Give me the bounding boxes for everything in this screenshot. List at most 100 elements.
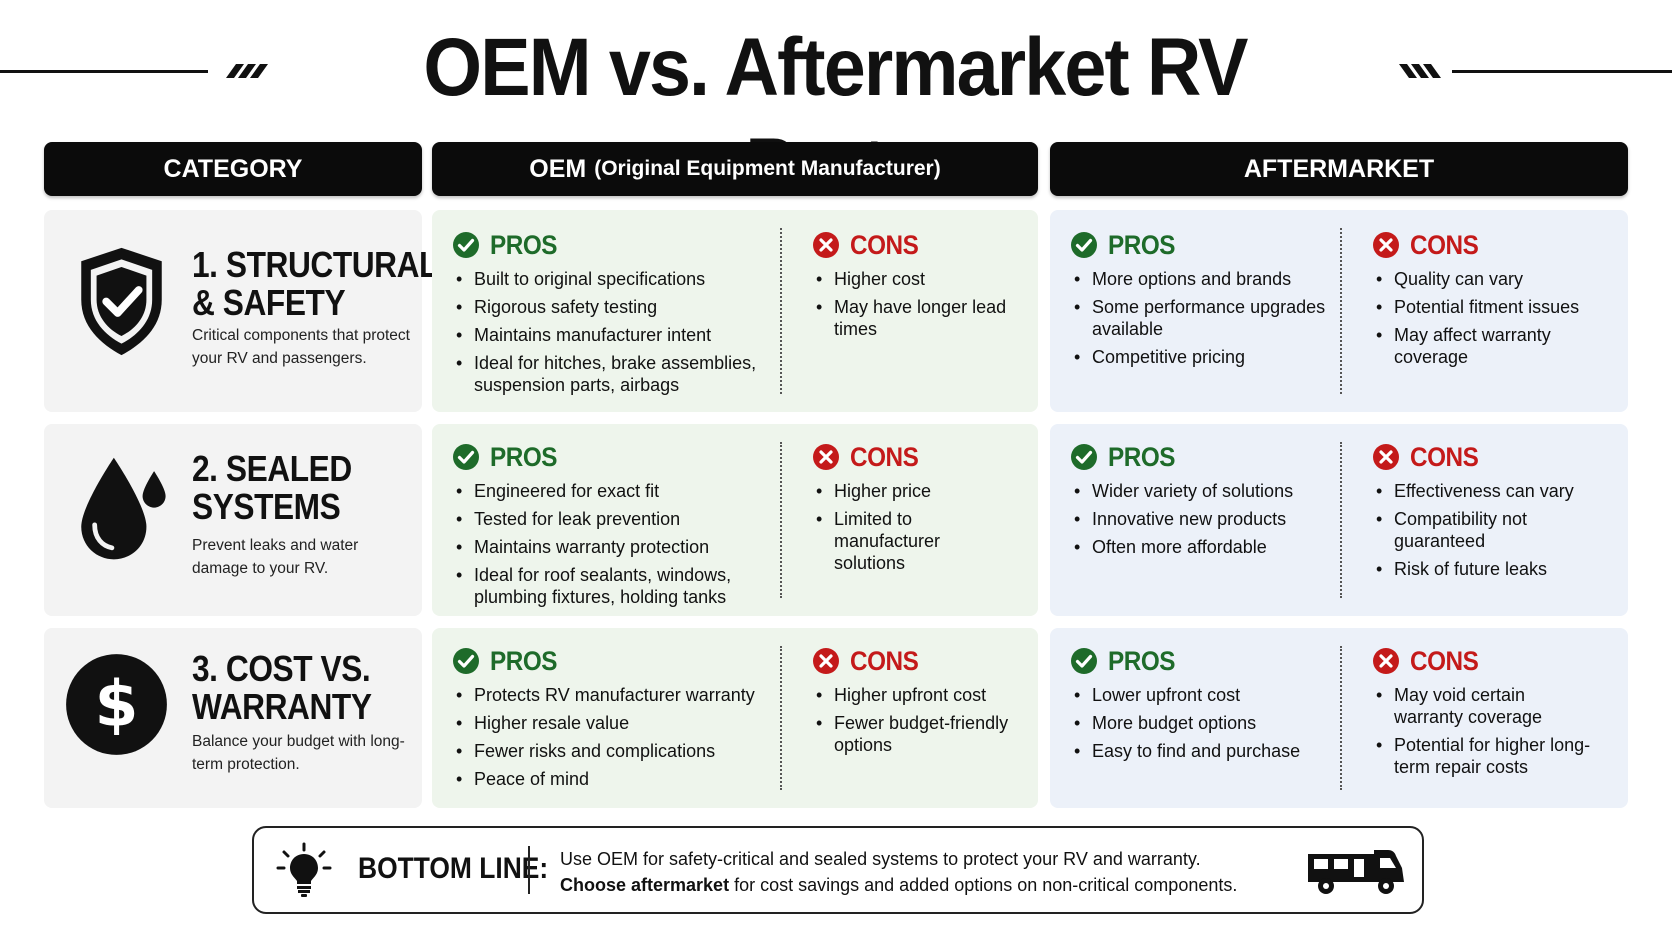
bottom-line-label: BOTTOM LINE: (358, 852, 549, 885)
list-item: Fewer budget-friendly options (816, 712, 1022, 756)
oem-cons-row1: CONS Higher cost May have longer lead ti… (812, 228, 1022, 346)
list-item: Compatibility not guaranteed (1376, 508, 1544, 552)
title-bar: OEM vs. Aftermarket RV Parts (0, 18, 1672, 213)
x-circle-icon (812, 231, 840, 259)
list-item: Engineered for exact fit (456, 480, 772, 502)
list-item: Built to original specifications (456, 268, 772, 290)
category-title: 1. STRUCTURAL & SAFETY (192, 246, 438, 322)
rv-camper-icon (1308, 850, 1404, 894)
list-item: Maintains warranty protection (456, 536, 772, 558)
category-title-line2: SYSTEMS (192, 486, 341, 527)
list-item: Lower upfront cost (1074, 684, 1330, 706)
list-item: Easy to find and purchase (1074, 740, 1330, 762)
list-item: Higher upfront cost (816, 684, 1022, 706)
header-oem-sub: (Original Equipment Manufacturer) (594, 157, 941, 180)
list-item: Potential fitment issues (1376, 296, 1612, 318)
check-circle-icon (1070, 443, 1098, 471)
list-item: Often more affordable (1074, 536, 1330, 558)
oem-pros-row2: PROS Engineered for exact fit Tested for… (452, 440, 772, 614)
list-item: Higher resale value (456, 712, 772, 734)
category-title-line1: 1. STRUCTURAL (192, 244, 438, 285)
check-circle-icon (452, 231, 480, 259)
water-drop-icon (81, 457, 166, 560)
title-rule-left (0, 70, 208, 73)
cons-label: CONS (1410, 441, 1479, 472)
category-title-line2: & SAFETY (192, 282, 346, 323)
category-cost-warranty: $ 3. COST VS. WARRANTY Balance your budg… (44, 628, 422, 808)
aft-cons-row3: CONS May void certain warranty coverage … (1372, 644, 1612, 784)
list-item: Higher price (816, 480, 1022, 502)
bottom-line-line2: Choose aftermarket for cost savings and … (560, 872, 1237, 898)
bottom-line-bold: Choose aftermarket (560, 875, 730, 895)
stripes-right-icon (1399, 64, 1441, 78)
oem-cons-row2: CONS Higher price Limited to manufacture… (812, 440, 1022, 580)
list-item: Effectiveness can vary (1376, 480, 1612, 502)
svg-text:$: $ (95, 668, 139, 741)
bottom-line-separator (528, 846, 530, 894)
dotted-divider (780, 442, 782, 598)
dotted-divider (1340, 228, 1342, 394)
cons-label: CONS (850, 645, 919, 676)
dotted-divider (1340, 442, 1342, 598)
list-item: Tested for leak prevention (456, 508, 772, 530)
list-item: May have longer lead times (816, 296, 1022, 340)
x-circle-icon (1372, 647, 1400, 675)
list-item: Competitive pricing (1074, 346, 1330, 368)
list-item: Rigorous safety testing (456, 296, 772, 318)
cons-label: CONS (850, 229, 919, 260)
list-item: May affect warranty coverage (1376, 324, 1612, 368)
category-title-line2: WARRANTY (192, 686, 372, 727)
pros-label: PROS (490, 441, 558, 472)
bottom-line-text: Use OEM for safety-critical and sealed s… (560, 846, 1237, 898)
header-category-label: CATEGORY (163, 154, 303, 183)
oem-panel-row3: PROS Protects RV manufacturer warranty H… (432, 628, 1038, 808)
aft-cons-row2: CONS Effectiveness can vary Compatibilit… (1372, 440, 1612, 586)
list-item: Ideal for hitches, brake assemblies, sus… (456, 352, 772, 396)
list-item: More options and brands (1074, 268, 1330, 290)
category-sealed-systems: 2. SEALED SYSTEMS Prevent leaks and wate… (44, 424, 422, 616)
oem-panel-row1: PROS Built to original specifications Ri… (432, 210, 1038, 412)
header-aftermarket-label: AFTERMARKET (1243, 154, 1435, 183)
cons-label: CONS (1410, 229, 1479, 260)
aft-panel-row1: PROS More options and brands Some perfor… (1050, 210, 1628, 412)
pros-label: PROS (1108, 441, 1176, 472)
aft-pros-row1: PROS More options and brands Some perfor… (1070, 228, 1330, 374)
oem-panel-row2: PROS Engineered for exact fit Tested for… (432, 424, 1038, 616)
category-title-line1: 3. COST VS. (192, 648, 371, 689)
header-aftermarket: AFTERMARKET (1050, 142, 1628, 196)
cons-label: CONS (1410, 645, 1479, 676)
list-item: Maintains manufacturer intent (456, 324, 772, 346)
category-structural-safety: 1. STRUCTURAL & SAFETY Critical componen… (44, 210, 438, 412)
x-circle-icon (812, 443, 840, 471)
list-item: More budget options (1074, 712, 1330, 734)
aft-panel-row2: PROS Wider variety of solutions Innovati… (1050, 424, 1628, 616)
list-item: Some performance upgrades available (1074, 296, 1330, 340)
stripes-left-icon (226, 64, 268, 78)
check-circle-icon (452, 647, 480, 675)
dotted-divider (780, 228, 782, 394)
dotted-divider (780, 646, 782, 790)
x-circle-icon (1372, 443, 1400, 471)
check-circle-icon (452, 443, 480, 471)
check-circle-icon (1070, 231, 1098, 259)
bottom-line-box: BOTTOM LINE: Use OEM for safety-critical… (252, 826, 1424, 914)
pros-label: PROS (1108, 645, 1176, 676)
list-item: Innovative new products (1074, 508, 1330, 530)
list-item: Limited to manufacturer solutions (816, 508, 974, 574)
list-item: Risk of future leaks (1376, 558, 1612, 580)
category-description: Prevent leaks and water damage to your R… (192, 537, 359, 577)
page-title: OEM vs. Aftermarket RV Parts (423, 22, 1248, 213)
bottom-line-rest: for cost savings and added options on no… (729, 875, 1238, 895)
oem-cons-row3: CONS Higher upfront cost Fewer budget-fr… (812, 644, 1022, 762)
header-oem-label: OEM (529, 154, 587, 183)
category-title: 3. COST VS. WARRANTY (192, 650, 372, 726)
bottom-line-line1: Use OEM for safety-critical and sealed s… (560, 849, 1201, 869)
aft-cons-row1: CONS Quality can vary Potential fitment … (1372, 228, 1612, 374)
x-circle-icon (812, 647, 840, 675)
list-item: Protects RV manufacturer warranty (456, 684, 772, 706)
list-item: Quality can vary (1376, 268, 1612, 290)
cons-label: CONS (850, 441, 919, 472)
shield-check-icon (81, 247, 162, 356)
header-oem: OEM (Original Equipment Manufacturer) (432, 142, 1038, 196)
lightbulb-icon (276, 842, 332, 897)
